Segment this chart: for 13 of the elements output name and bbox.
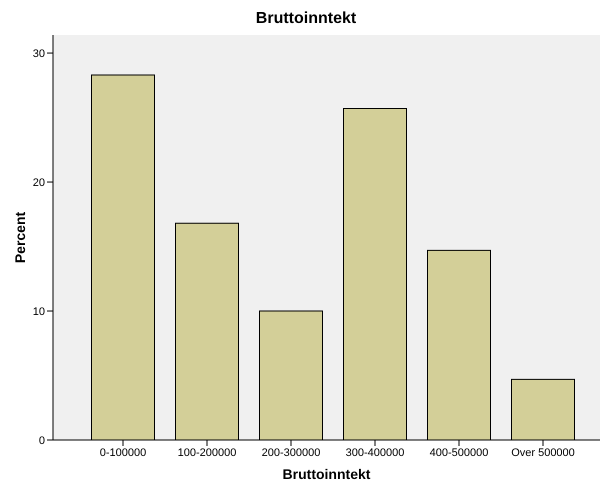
- x-tick-label: 200-300000: [262, 446, 320, 459]
- x-tick-label: 400-500000: [430, 446, 488, 459]
- x-tick-label: 0-100000: [100, 446, 146, 459]
- y-tick-label: 10: [32, 306, 45, 318]
- x-tick-label: Over 500000: [511, 446, 575, 459]
- y-tick-label: 0: [38, 434, 45, 447]
- y-tick-label: 20: [32, 176, 45, 189]
- x-tick-label: 100-200000: [178, 446, 236, 459]
- chart-title: Bruttoinntekt: [254, 9, 358, 29]
- y-axis-title: Percent: [12, 211, 28, 264]
- y-tick-label: 30: [32, 48, 45, 60]
- x-axis-title: Bruttoinntekt: [282, 466, 371, 482]
- x-tick-label: 300-400000: [346, 446, 404, 459]
